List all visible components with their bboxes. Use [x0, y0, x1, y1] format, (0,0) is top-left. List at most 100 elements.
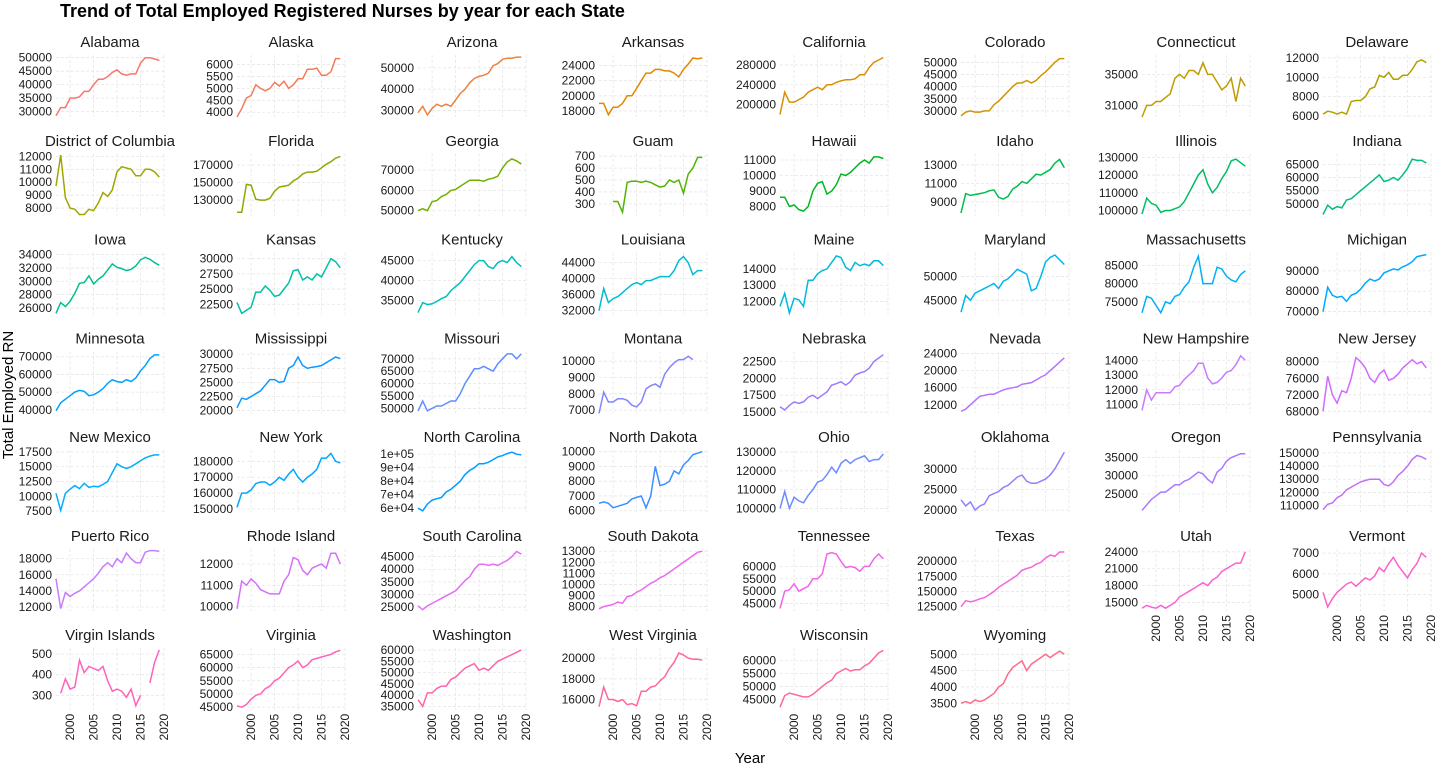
panel-title: Virginia — [266, 627, 316, 644]
y-tick-label: 6000 — [1292, 567, 1319, 581]
y-tick-label: 22500 — [200, 389, 234, 403]
x-tick-label: 2010 — [110, 713, 124, 740]
y-tick-label: 6e+04 — [380, 501, 414, 515]
y-tick-label: 16000 — [924, 381, 958, 395]
series-line — [236, 452, 341, 508]
y-tick-label: 40000 — [381, 82, 415, 96]
y-tick-label: 6000 — [1292, 109, 1319, 123]
panel-title: Oklahoma — [981, 429, 1050, 446]
y-tick-label: 24000 — [562, 59, 596, 73]
y-tick-label: 1e+05 — [380, 447, 414, 461]
y-tick-label: 7000 — [568, 489, 595, 503]
x-tick-label: 2000 — [244, 713, 258, 740]
y-tick-label: 90000 — [1286, 264, 1320, 278]
y-tick-label: 60000 — [200, 661, 234, 675]
y-tick-label: 10000 — [200, 600, 234, 614]
y-tick-label: 40000 — [562, 272, 596, 286]
panel-title: Kansas — [266, 232, 316, 249]
series-line — [55, 56, 160, 117]
panel-georgia: 50000 60000 70000 Georgia — [381, 133, 527, 218]
y-tick-label: 40000 — [924, 80, 958, 94]
y-tick-label: 60000 — [381, 183, 415, 197]
y-tick-label: 35000 — [381, 699, 415, 713]
y-tick-label: 9000 — [568, 371, 595, 385]
y-tick-label: 55000 — [743, 667, 777, 681]
y-tick-label: 11000 — [20, 162, 53, 176]
y-tick-label: 8000 — [568, 387, 595, 401]
y-tick-label: 55000 — [1286, 184, 1320, 198]
y-tick-label: 31000 — [1105, 98, 1139, 112]
y-tick-label: 18000 — [562, 104, 596, 118]
y-tick-label: 45000 — [924, 293, 958, 307]
y-tick-label: 9e+04 — [380, 461, 414, 475]
y-tick-label: 55000 — [743, 572, 777, 586]
panel-title: Delaware — [1345, 34, 1408, 51]
y-tick-label: 45000 — [743, 597, 777, 611]
series-line — [1141, 551, 1246, 610]
y-tick-label: 34000 — [19, 248, 53, 262]
y-tick-label: 16000 — [562, 692, 596, 706]
x-tick-label: 2005 — [992, 713, 1006, 740]
series-line — [417, 56, 522, 117]
panel-title: Iowa — [94, 232, 126, 249]
y-tick-label: 11000 — [925, 176, 958, 190]
series-line — [1322, 58, 1427, 116]
y-tick-label: 68000 — [1286, 404, 1320, 418]
y-tick-label: 21000 — [1105, 562, 1139, 576]
y-tick-label: 8000 — [568, 600, 595, 614]
panel-title: Arkansas — [622, 34, 685, 51]
series-line — [960, 551, 1065, 608]
y-tick-label: 80000 — [1105, 277, 1139, 291]
series-line — [236, 552, 341, 610]
y-tick-label: 300 — [32, 688, 52, 702]
y-tick-label: 18000 — [19, 552, 53, 566]
x-axis-title: Year — [735, 750, 765, 767]
series-line — [417, 451, 522, 512]
y-tick-label: 170000 — [193, 158, 233, 172]
y-tick-label: 500 — [32, 647, 52, 661]
y-tick-label: 170000 — [193, 470, 233, 484]
y-tick-label: 35000 — [1105, 67, 1139, 81]
y-tick-label: 9000 — [930, 195, 957, 209]
panel-virgin-islands: 300 400 500 Virgin Islands 2000 2005 2010 2015 2… — [32, 627, 171, 741]
panel-title: Louisiana — [621, 232, 686, 249]
y-tick-label: 65000 — [381, 364, 415, 378]
panel-massachusetts: 75000 80000 85000 Massachusetts — [1105, 232, 1251, 315]
y-tick-label: 150000 — [193, 502, 233, 516]
panel-title: Pennsylvania — [1332, 429, 1422, 446]
y-tick-label: 25000 — [924, 482, 958, 496]
y-tick-label: 8e+04 — [380, 474, 414, 488]
panel-louisiana: 32000 36000 40000 44000 Louisiana — [562, 232, 708, 318]
panel-title: Ohio — [818, 429, 850, 446]
panel-nebraska: 15000 17500 20000 22500 Nebraska — [743, 330, 889, 419]
series-line — [55, 154, 160, 216]
panel-title: Maryland — [984, 232, 1046, 249]
panel-title: Mississippi — [255, 330, 328, 347]
y-tick-label: 12500 — [19, 474, 53, 488]
y-tick-label: 35000 — [381, 575, 415, 589]
panel-title: Texas — [995, 528, 1034, 545]
panel-title: District of Columbia — [45, 133, 176, 150]
x-tick-label: 2015 — [496, 713, 510, 740]
y-tick-label: 20000 — [200, 404, 234, 418]
x-tick-label: 2015 — [1401, 615, 1415, 642]
y-tick-label: 50000 — [19, 385, 53, 399]
series-line — [1322, 551, 1427, 609]
panel-rhode-island: 10000 11000 12000 Rhode Island — [200, 528, 346, 614]
series-line — [960, 451, 1065, 512]
y-tick-label: 700 — [575, 149, 595, 163]
y-tick-label: 200000 — [736, 98, 776, 112]
y-tick-label: 12000 — [1105, 383, 1139, 397]
panel-title: Minnesota — [75, 330, 145, 347]
y-tick-label: 9000 — [25, 188, 52, 202]
y-tick-label: 12000 — [1286, 51, 1320, 65]
panel-title: Florida — [268, 133, 315, 150]
panel-title: Maine — [814, 232, 855, 249]
panel-title: California — [802, 34, 866, 51]
y-tick-label: 60000 — [19, 367, 53, 381]
